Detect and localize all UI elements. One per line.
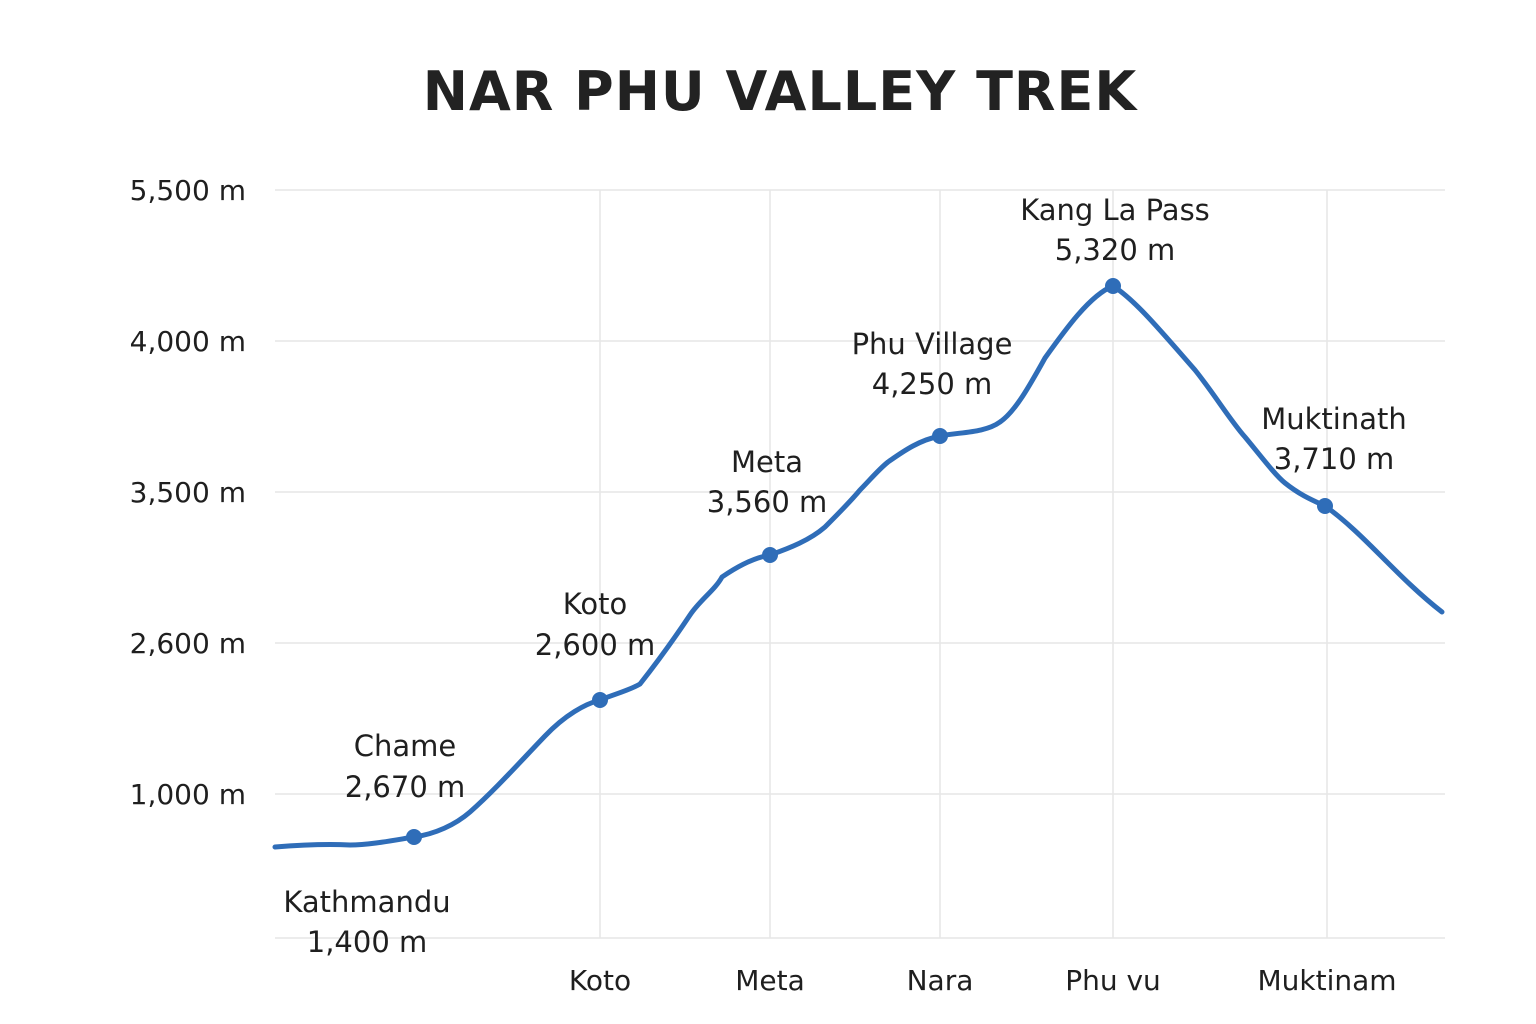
elevation-line [272,283,1445,850]
waypoint-name: Kang La Pass [1020,193,1210,227]
x-tick-label: Phu vu [1065,964,1161,997]
waypoint-elevation-label: 3,560 m [707,485,828,519]
waypoint-name: Kathmandu [283,885,450,919]
y-tick-label: 2,600 m [130,627,246,660]
x-tick-label: Meta [735,964,805,997]
grid-layer [275,189,1445,939]
waypoint-name: Muktinath [1261,402,1407,436]
waypoint-marker [762,547,778,563]
waypoint-marker [592,692,608,708]
chart-title: NAR PHU VALLEY TREK [423,60,1139,123]
y-axis-ticks: 5,500 m 4,000 m 3,500 m 2,600 m 1,000 m [130,174,246,811]
waypoint-markers [406,278,1333,845]
waypoint-elevation-label: 1,400 m [307,925,428,959]
waypoint-marker [1317,498,1333,514]
y-tick-label: 3,500 m [130,476,246,509]
waypoint-name: Chame [354,729,457,763]
x-tick-label: Koto [569,964,631,997]
waypoint-marker [932,428,948,444]
y-tick-label: 1,000 m [130,778,246,811]
y-tick-label: 5,500 m [130,174,246,207]
waypoint-name: Koto [563,587,627,621]
x-tick-label: Nara [907,964,974,997]
waypoint-elevation-label: 2,600 m [535,628,656,662]
waypoint-elevation-label: 3,710 m [1274,442,1395,476]
waypoint-elevation-label: 4,250 m [872,367,993,401]
y-tick-label: 4,000 m [130,325,246,358]
waypoint-marker [1105,278,1121,294]
waypoint-name: Meta [731,445,803,479]
waypoint-marker [406,829,422,845]
waypoint-elevation-label: 2,670 m [345,770,466,804]
waypoint-name: Phu Village [852,327,1013,361]
x-tick-label: Muktinam [1257,964,1396,997]
waypoint-annotations: Kathmandu 1,400 m Chame 2,670 m Koto 2,600 m M… [283,193,1406,959]
x-axis-ticks: Koto Meta Nara Phu vu Muktinam [569,964,1397,997]
waypoint-elevation-label: 5,320 m [1055,233,1176,267]
